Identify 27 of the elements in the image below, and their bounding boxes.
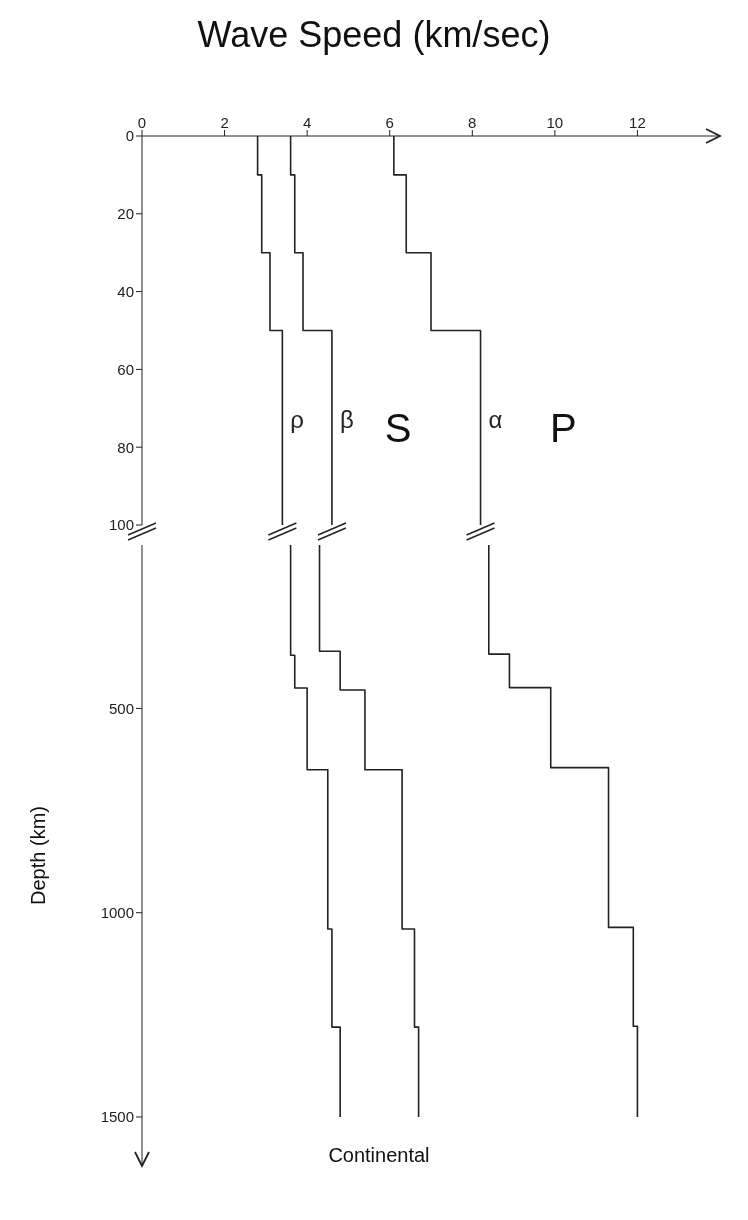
annotation: S: [384, 406, 412, 451]
y-tick-label: 40: [117, 282, 134, 300]
series-label: β: [339, 405, 354, 433]
x-tick-label: 6: [385, 114, 394, 131]
x-tick-label: 8: [468, 114, 477, 131]
chart-title: Wave Speed (km/sec): [196, 14, 552, 56]
x-tick-label: 10: [546, 114, 564, 131]
line-series: [289, 545, 341, 1118]
annotation: P: [550, 406, 577, 451]
y-tick-label: 60: [117, 360, 134, 378]
y-tick-label: 80: [117, 438, 134, 456]
x-tick-label: 12: [629, 114, 646, 131]
y-tick-label: 1500: [100, 1108, 134, 1126]
line-series: [318, 545, 420, 1118]
series-label: ρ: [290, 405, 305, 433]
line-series: [488, 545, 639, 1118]
series-label: α: [488, 405, 503, 433]
x-tick-label: 0: [137, 114, 147, 131]
annotation: Continental: [328, 1143, 430, 1166]
y-tick-label: 100: [108, 516, 134, 534]
x-tick-label: 2: [220, 114, 229, 131]
x-tick-label: 4: [302, 114, 312, 131]
y-tick-label: 20: [117, 205, 134, 223]
y-tick-label: 500: [108, 699, 134, 717]
y-tick-label: 0: [125, 127, 134, 145]
y-tick-label: 1000: [100, 904, 134, 922]
y-axis-title: Depth (km): [27, 806, 50, 905]
